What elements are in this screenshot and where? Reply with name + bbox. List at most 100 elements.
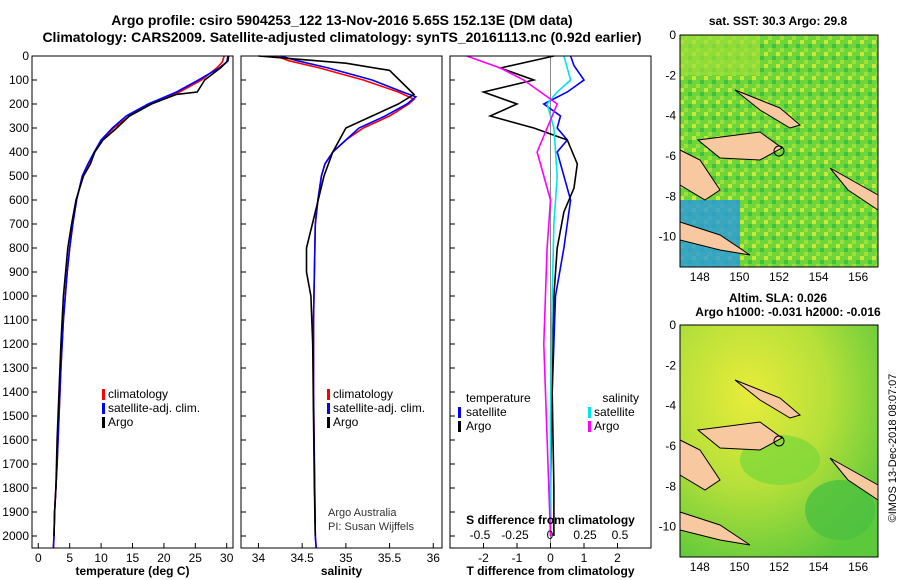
map-y-tick-label: -6 [665, 439, 676, 453]
legend-label: satellite-adj. clim. [108, 401, 200, 415]
y-tick-label: 0 [22, 49, 29, 63]
legend-label: satellite [466, 405, 507, 419]
map-y-tick-label: 0 [669, 318, 676, 332]
legend-label: Argo [466, 419, 492, 433]
footer-timestamp: ©IMOS 13-Dec-2018 08:07:07 [887, 374, 899, 523]
x-tick-label: 15 [126, 551, 140, 565]
legend-label: satellite-adj. clim. [333, 401, 425, 415]
salinity-panel: 34 34.5 35 35.5 36 salinity climatologysatelli… [240, 55, 443, 578]
top-x-axis-label: S difference from climatology [466, 513, 635, 527]
map-y-tick-label: -10 [659, 520, 677, 534]
y-tick-label: 300 [9, 121, 29, 135]
x-tick-label: 0 [547, 551, 554, 565]
sst-map-frame [679, 34, 879, 268]
legend-label: satellite [594, 405, 635, 419]
y-tick-label: 1900 [2, 505, 29, 519]
legend-label: Argo [108, 415, 134, 429]
x-axis-label: salinity [321, 564, 363, 578]
x-tick-label: 10 [94, 551, 108, 565]
map-x-tick-label: 154 [809, 560, 829, 574]
sla-argo-location-marker [773, 435, 785, 447]
map-y-tick-label: -2 [665, 358, 676, 372]
y-tick-label: 1100 [3, 313, 29, 327]
y-tick-label: 1700 [2, 457, 29, 471]
y-tick-label: 1300 [2, 361, 29, 375]
map-x-tick-label: 148 [690, 560, 710, 574]
sla-low-patch-2 [805, 480, 875, 540]
sst-map: sat. SST: 30.3 Argo: 29.8 148 150 152 154 15… [659, 14, 879, 284]
y-tick-label: 1000 [2, 289, 29, 303]
land-new-britain [734, 89, 802, 129]
legend-swatch [327, 417, 330, 428]
y-tick-label: 400 [9, 145, 29, 159]
y-tick-label: 800 [9, 241, 29, 255]
difference-panel: -2 -1 0 1 2T difference from climatology temp… [449, 55, 652, 578]
credit-institution: Argo Australia [328, 507, 397, 519]
legend-swatch [102, 389, 105, 400]
series-line-1 [280, 55, 418, 549]
plot-frame [31, 55, 234, 549]
legend-swatch [327, 389, 330, 400]
series-line-2 [258, 55, 416, 537]
x-tick-label: 36 [427, 551, 441, 565]
map-x-tick-label: 152 [769, 270, 789, 284]
x-tick-label: 2 [614, 551, 621, 565]
y-tick-label: 600 [9, 193, 29, 207]
legend-swatch [588, 421, 591, 432]
map-y-tick-label: -6 [665, 149, 676, 163]
sla-map: Altim. SLA: 0.026 Argo h1000: -0.031 h20… [659, 291, 881, 574]
map-x-tick-label: 156 [848, 270, 868, 284]
series-line-1 [52, 55, 229, 549]
temperature-panel: 0100200300400500600700800900100011001200… [2, 49, 233, 578]
map-y-tick-label: 0 [669, 28, 676, 42]
top-x-tick-label: 0.5 [612, 528, 629, 542]
sla-land-new-guinea-east [696, 421, 783, 451]
map-y-tick-label: -4 [665, 399, 676, 413]
x-tick-label: 5 [66, 551, 73, 565]
x-tick-label: 35 [339, 551, 353, 565]
map-x-tick-label: 150 [729, 560, 749, 574]
map-x-tick-label: 156 [848, 560, 868, 574]
map-y-tick-label: -8 [665, 189, 676, 203]
legend-swatch [102, 403, 105, 414]
y-tick-label: 700 [9, 217, 29, 231]
map-x-tick-label: 150 [729, 270, 749, 284]
legend-label: climatology [108, 387, 168, 401]
top-x-tick-label: -0.25 [501, 528, 529, 542]
x-tick-label: 25 [189, 551, 203, 565]
legend-swatch [458, 421, 461, 432]
legend-swatch [458, 407, 461, 418]
x-axis-label: temperature (deg C) [75, 564, 189, 578]
x-tick-label: 34.5 [290, 551, 314, 565]
top-x-tick-label: 0.25 [573, 528, 597, 542]
map-y-tick-label: -2 [665, 68, 676, 82]
legend-title-temperature: temperature [466, 391, 531, 405]
x-tick-label: 0 [35, 551, 42, 565]
series-line-0 [52, 55, 225, 549]
title-line-2: Climatology: CARS2009. Satellite-adjuste… [42, 29, 641, 45]
credit-pi: PI: Susan Wijffels [328, 521, 414, 533]
legend-swatch [102, 417, 105, 428]
legend-label: Argo [333, 415, 359, 429]
series-line-3 [466, 55, 559, 537]
x-tick-label: 34 [252, 551, 266, 565]
y-tick-label: 1200 [2, 337, 29, 351]
legend-label: Argo [594, 419, 620, 433]
x-tick-label: -2 [478, 551, 489, 565]
x-tick-label: 30 [220, 551, 234, 565]
map-y-tick-label: -10 [659, 230, 677, 244]
sla-map-title: Altim. SLA: 0.026 [729, 291, 827, 305]
legend-label: climatology [333, 387, 393, 401]
x-axis-label: T difference from climatology [466, 564, 634, 578]
x-tick-label: 1 [581, 551, 588, 565]
y-tick-label: 500 [9, 169, 29, 183]
y-tick-label: 1500 [2, 409, 29, 423]
land-new-guinea-east [696, 131, 783, 161]
y-tick-label: 200 [9, 97, 29, 111]
sst-warm-patch [680, 35, 760, 75]
map-x-tick-label: 152 [769, 560, 789, 574]
series-line-2 [546, 55, 572, 536]
series-line-2 [53, 55, 230, 537]
x-tick-label: 35.5 [378, 551, 402, 565]
